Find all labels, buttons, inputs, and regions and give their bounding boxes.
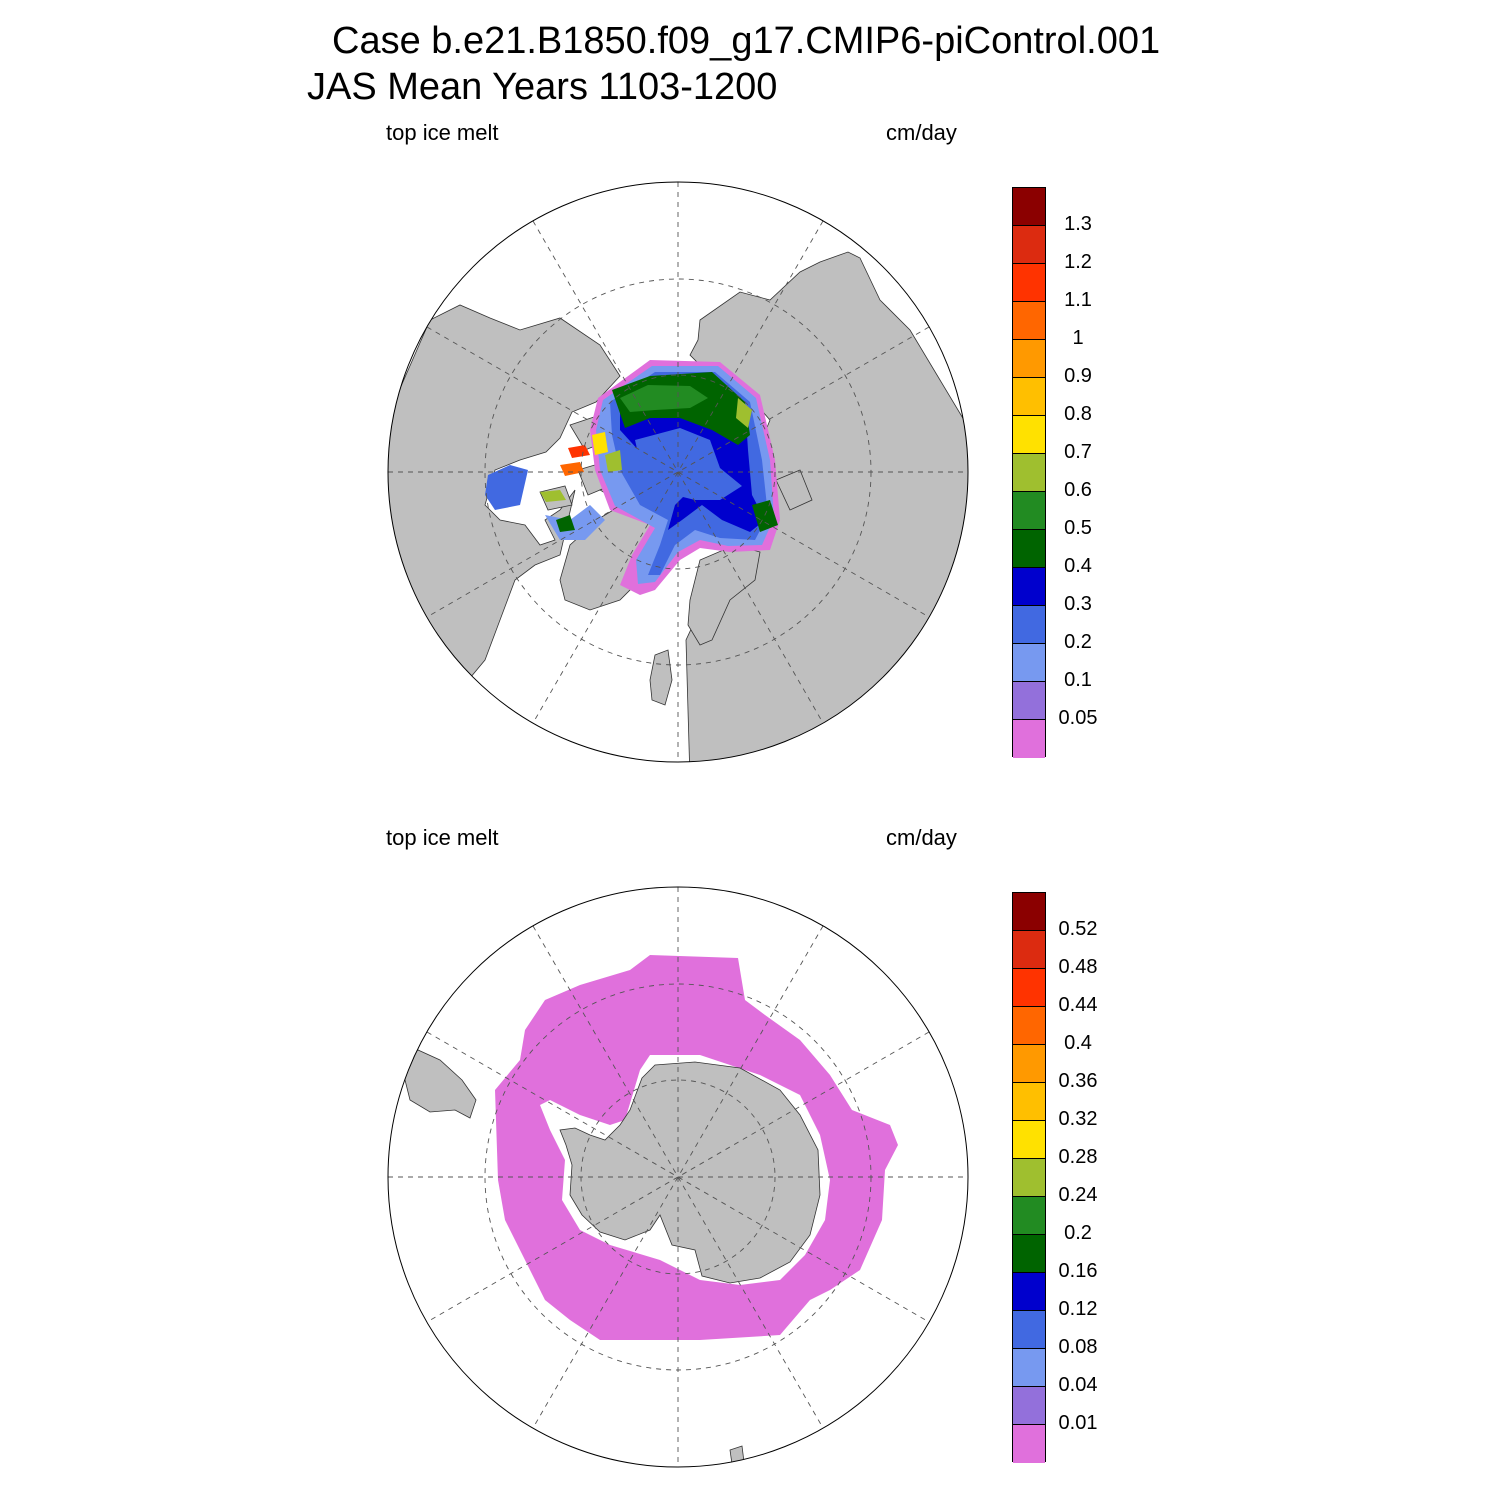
south-colorbar-segment bbox=[1013, 969, 1045, 1007]
north-colorbar-tick-label: 0.6 bbox=[1064, 479, 1092, 501]
south-colorbar bbox=[1012, 892, 1046, 1463]
north-colorbar-segment bbox=[1013, 302, 1045, 340]
south-land-south-america bbox=[399, 1049, 477, 1119]
north-colorbar-tick-label: 1.2 bbox=[1064, 251, 1092, 273]
north-colorbar-tick-label: 0.5 bbox=[1064, 517, 1092, 539]
south-colorbar-segment bbox=[1013, 1083, 1045, 1121]
north-colorbar-tick-label: 1.3 bbox=[1064, 213, 1092, 235]
panel-south-variable-label: top ice melt bbox=[386, 825, 499, 850]
north-colorbar-segment bbox=[1013, 568, 1045, 606]
south-graticule bbox=[388, 887, 968, 1467]
south-colorbar-segment bbox=[1013, 1159, 1045, 1197]
south-colorbar-tick-label: 0.16 bbox=[1058, 1260, 1098, 1282]
north-land-britain bbox=[649, 649, 673, 706]
north-colorbar-segment bbox=[1013, 682, 1045, 720]
north-colorbar-tick-label: 0.2 bbox=[1064, 631, 1092, 653]
north-colorbar-segment bbox=[1013, 530, 1045, 568]
south-colorbar-segment bbox=[1013, 1197, 1045, 1235]
north-land-scandinavia bbox=[687, 544, 761, 646]
south-colorbar-tick-label: 0.04 bbox=[1058, 1374, 1098, 1396]
south-colorbar-tick-label: 0.24 bbox=[1058, 1184, 1098, 1206]
south-map-border bbox=[387, 886, 969, 1468]
south-colorbar-tick-label: 0.08 bbox=[1058, 1336, 1098, 1358]
north-polar-map bbox=[387, 181, 969, 763]
south-colorbar-tick-label: 0.4 bbox=[1064, 1032, 1092, 1054]
panel-north-units-label: cm/day bbox=[886, 120, 957, 145]
south-colorbar-segment bbox=[1013, 1007, 1045, 1045]
south-colorbar-tick-label: 0.28 bbox=[1058, 1146, 1098, 1168]
south-land-antarctica bbox=[559, 1061, 821, 1284]
panel-south-units-label: cm/day bbox=[886, 825, 957, 850]
north-colorbar-segment bbox=[1013, 454, 1045, 492]
south-colorbar-tick-label: 0.32 bbox=[1058, 1108, 1098, 1130]
north-colorbar-tick-label: 1.1 bbox=[1064, 289, 1092, 311]
north-colorbar-segment bbox=[1013, 720, 1045, 758]
north-colorbar-segment bbox=[1013, 340, 1045, 378]
north-colorbar-segment bbox=[1013, 416, 1045, 454]
north-colorbar-tick-label: 0.1 bbox=[1064, 669, 1092, 691]
south-polar-map bbox=[387, 886, 969, 1468]
panel-north-variable-label: top ice melt bbox=[386, 120, 499, 145]
north-colorbar-tick-label: 0.9 bbox=[1064, 365, 1092, 387]
south-colorbar-tick-label: 0.12 bbox=[1058, 1298, 1098, 1320]
north-colorbar bbox=[1012, 187, 1046, 758]
north-colorbar-segment bbox=[1013, 264, 1045, 302]
figure-title-period: JAS Mean Years 1103-1200 bbox=[307, 66, 778, 108]
south-colorbar-segment bbox=[1013, 1121, 1045, 1159]
north-colorbar-segment bbox=[1013, 492, 1045, 530]
north-colorbar-tick-label: 0.3 bbox=[1064, 593, 1092, 615]
figure-title-case: Case b.e21.B1850.f09_g17.CMIP6-piControl… bbox=[332, 20, 1161, 62]
north-colorbar-tick-label: 0.4 bbox=[1064, 555, 1092, 577]
north-colorbar-tick-label: 0.05 bbox=[1058, 707, 1098, 729]
south-colorbar-segment bbox=[1013, 1349, 1045, 1387]
north-colorbar-segment bbox=[1013, 188, 1045, 226]
north-colorbar-tick-label: 1 bbox=[1072, 327, 1084, 349]
north-land-north-america bbox=[388, 304, 621, 691]
north-colorbar-tick-label: 0.7 bbox=[1064, 441, 1092, 463]
south-colorbar-tick-label: 0.36 bbox=[1058, 1070, 1098, 1092]
north-colorbar-segment bbox=[1013, 644, 1045, 682]
south-colorbar-tick-label: 0.48 bbox=[1058, 956, 1098, 978]
south-colorbar-tick-label: 0.44 bbox=[1058, 994, 1098, 1016]
south-colorbar-segment bbox=[1013, 1425, 1045, 1463]
south-colorbar-segment bbox=[1013, 1273, 1045, 1311]
south-colorbar-tick-label: 0.52 bbox=[1058, 918, 1098, 940]
south-colorbar-tick-label: 0.2 bbox=[1064, 1222, 1092, 1244]
south-colorbar-tick-label: 0.01 bbox=[1058, 1412, 1098, 1434]
north-graticule bbox=[388, 182, 968, 762]
south-colorbar-segment bbox=[1013, 931, 1045, 969]
north-colorbar-tick-label: 0.8 bbox=[1064, 403, 1092, 425]
north-map-border bbox=[387, 181, 969, 763]
south-colorbar-segment bbox=[1013, 1235, 1045, 1273]
south-colorbar-segment bbox=[1013, 1045, 1045, 1083]
south-sea-ice-melt-ring bbox=[495, 955, 898, 1340]
south-colorbar-segment bbox=[1013, 1387, 1045, 1425]
north-colorbar-segment bbox=[1013, 606, 1045, 644]
south-colorbar-segment bbox=[1013, 1311, 1045, 1349]
north-colorbar-segment bbox=[1013, 378, 1045, 416]
south-colorbar-segment bbox=[1013, 893, 1045, 931]
north-colorbar-segment bbox=[1013, 226, 1045, 264]
